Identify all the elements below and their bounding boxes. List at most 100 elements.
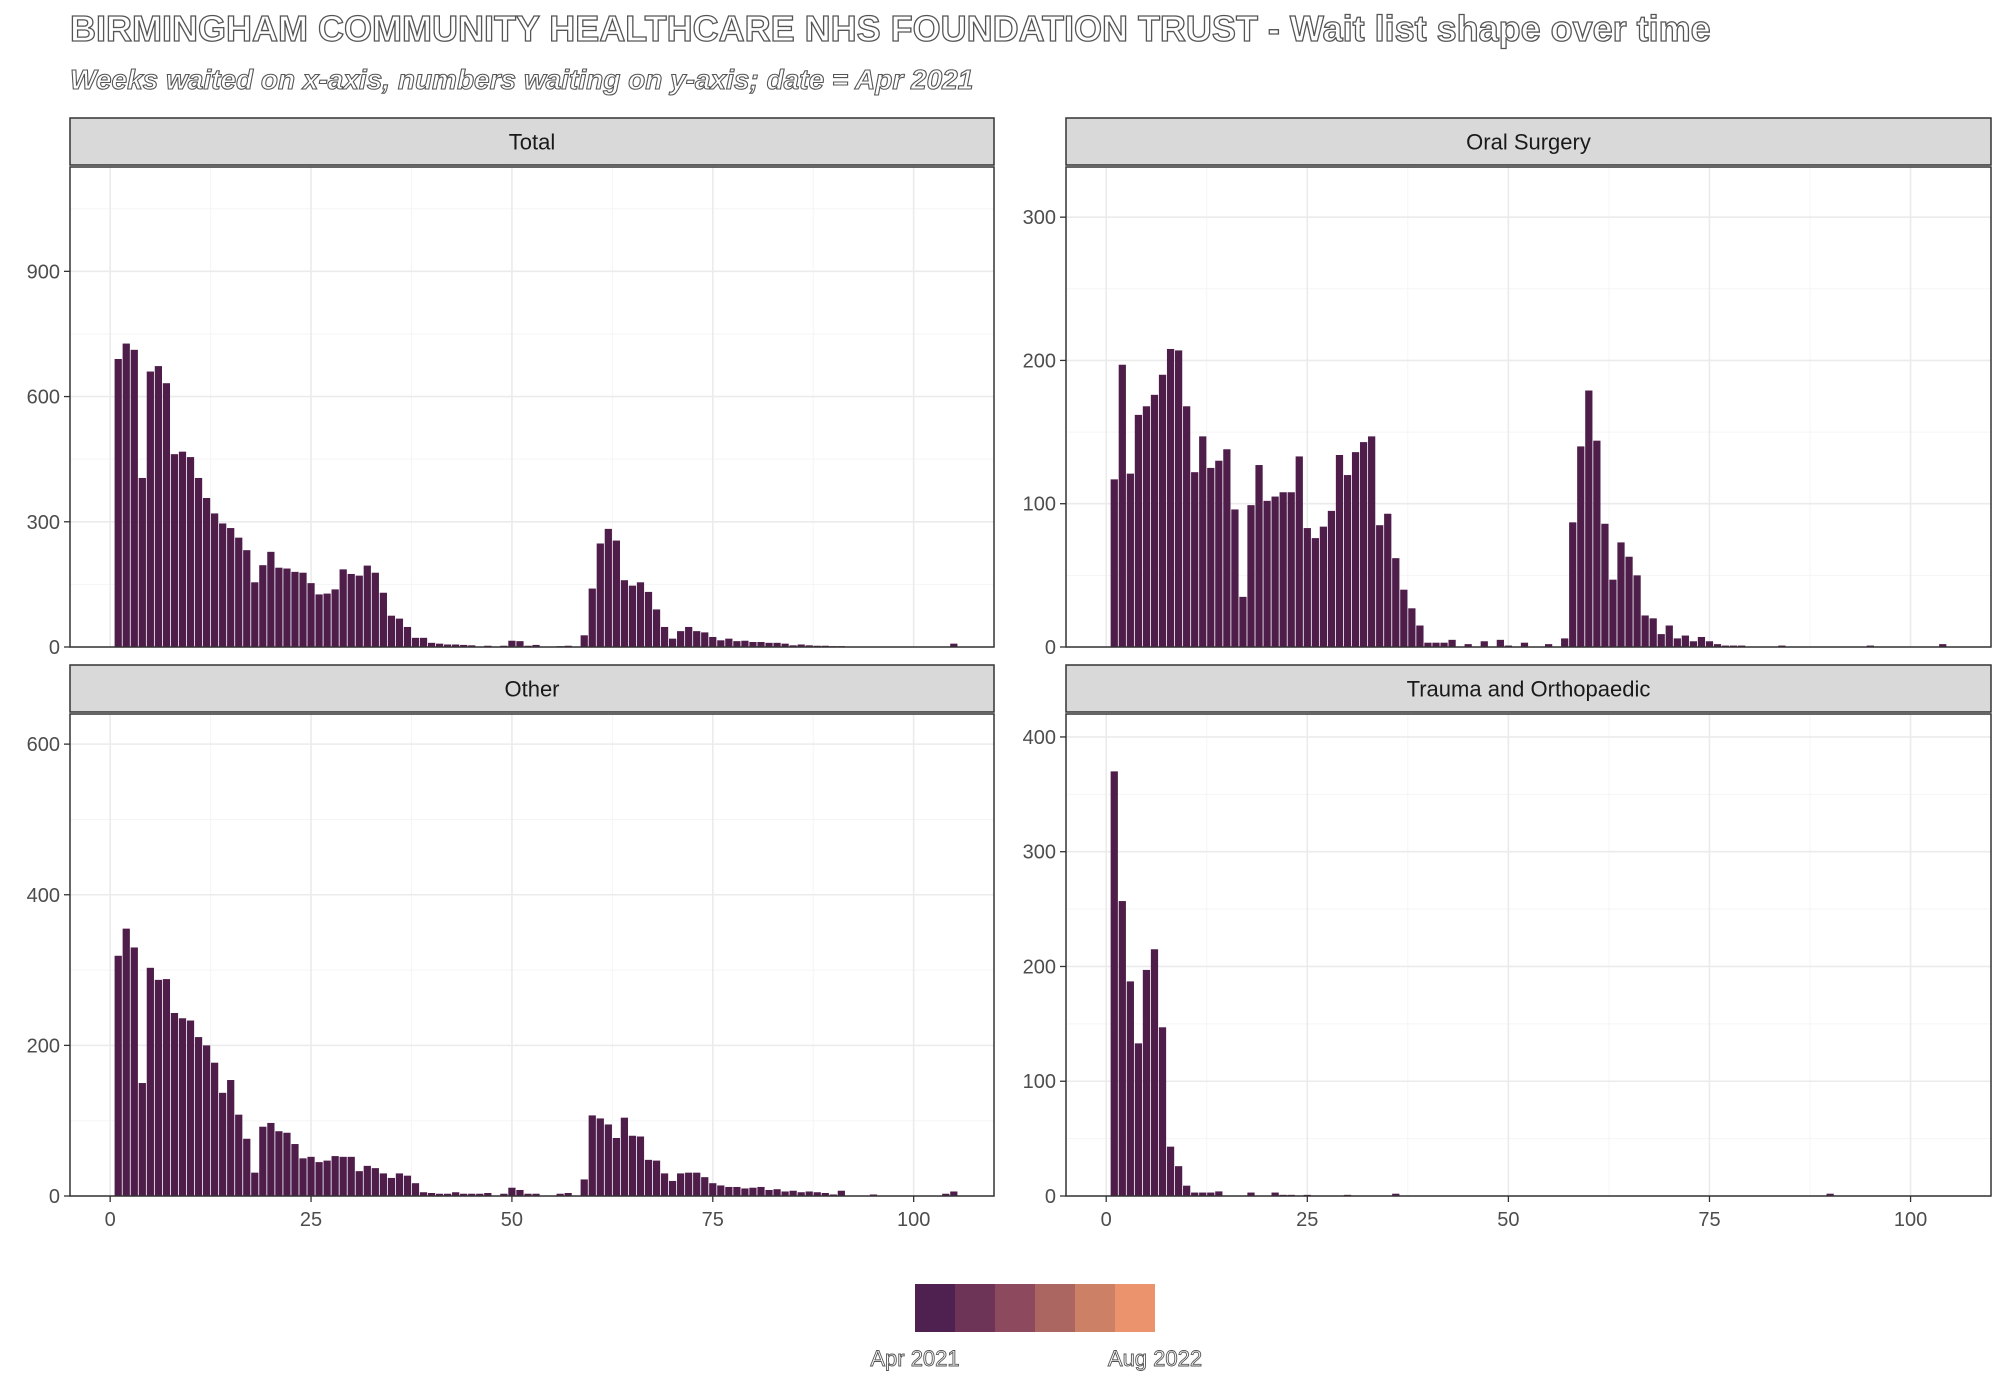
bar — [211, 513, 219, 647]
facet-panel: Oral Surgery 0 100 200 300 — [1023, 117, 1992, 659]
bar — [1520, 642, 1529, 647]
bar — [781, 643, 789, 647]
x-tick-label: 75 — [1698, 1209, 1720, 1231]
bar — [789, 1190, 797, 1196]
bar — [275, 567, 283, 647]
panel-border — [1065, 713, 1992, 1197]
bar — [283, 1132, 291, 1196]
bar — [500, 1193, 508, 1196]
bar — [781, 1191, 789, 1196]
bar — [620, 580, 629, 647]
bar — [1199, 436, 1207, 647]
bar — [452, 1192, 460, 1196]
bar — [476, 1193, 484, 1196]
bar — [291, 1144, 299, 1196]
bar — [355, 1171, 363, 1196]
bar — [379, 1173, 387, 1196]
x-tick-label: 0 — [105, 1209, 116, 1231]
bar — [652, 1160, 661, 1196]
bar — [1255, 465, 1263, 647]
bar — [315, 594, 323, 647]
bar — [1343, 475, 1352, 647]
bar — [773, 1189, 781, 1196]
bar — [1223, 449, 1231, 647]
panel-background — [1066, 714, 1991, 1196]
bar — [1351, 452, 1360, 647]
x-tick-label: 25 — [300, 1209, 322, 1231]
bar — [677, 1173, 685, 1196]
bar — [403, 626, 412, 647]
bar — [307, 1156, 315, 1196]
bar — [387, 615, 396, 647]
bar — [339, 1156, 347, 1196]
bar — [765, 1189, 773, 1196]
bar — [668, 638, 677, 647]
bar — [154, 366, 162, 647]
bar — [1359, 442, 1368, 647]
bar — [114, 359, 122, 647]
bar — [194, 1037, 203, 1196]
bar — [1247, 1192, 1255, 1196]
bar — [532, 644, 540, 647]
bar — [1432, 642, 1440, 647]
bar — [950, 643, 958, 647]
legend-swatch — [995, 1284, 1035, 1332]
x-tick-label: 0 — [1101, 1209, 1112, 1231]
bar — [411, 1183, 420, 1196]
bar — [709, 1183, 717, 1196]
bar — [1215, 460, 1223, 647]
bar — [251, 582, 259, 647]
bar — [186, 1020, 195, 1196]
y-tick-label: 400 — [1023, 727, 1056, 749]
bar — [435, 1193, 444, 1196]
legend-swatch — [915, 1284, 955, 1332]
bar — [460, 1193, 468, 1196]
bar — [1384, 513, 1392, 647]
bar — [170, 1012, 179, 1196]
bar — [1126, 473, 1134, 647]
bar — [628, 585, 637, 647]
facet-strip-label: Oral Surgery — [1466, 130, 1591, 155]
bar — [1585, 390, 1593, 647]
bar — [829, 1194, 837, 1196]
bar — [1303, 528, 1311, 647]
facet-strip — [69, 664, 995, 713]
bar — [644, 591, 653, 647]
bar — [604, 1124, 612, 1196]
x-tick-label: 50 — [1497, 1209, 1519, 1231]
bar — [452, 644, 460, 647]
bar — [371, 1168, 379, 1196]
y-tick-label: 600 — [27, 387, 60, 409]
bar — [1464, 644, 1472, 647]
bar — [588, 588, 596, 647]
bar — [1207, 467, 1215, 647]
bar — [556, 1193, 564, 1196]
bar — [331, 1156, 339, 1196]
facet-panel: Trauma and Orthopaedic 0 100 200 300 400 0 25 50… — [1023, 664, 1992, 1231]
bar — [1271, 1192, 1279, 1196]
bar — [564, 1192, 572, 1196]
bar — [323, 593, 331, 647]
bar — [524, 1193, 532, 1196]
bar — [259, 565, 267, 647]
bar — [1150, 394, 1159, 647]
bar — [1673, 638, 1681, 647]
bar — [1207, 1192, 1215, 1196]
bar — [1134, 414, 1143, 647]
bar — [1440, 642, 1448, 647]
bar — [1183, 1185, 1191, 1196]
bar — [1641, 615, 1649, 647]
x-tick-label: 50 — [501, 1209, 523, 1231]
bar — [1271, 496, 1279, 647]
bar — [1311, 538, 1319, 647]
bar — [741, 640, 749, 647]
bar — [709, 636, 717, 647]
bar — [580, 1179, 588, 1196]
bar — [717, 1185, 725, 1196]
bar — [275, 1131, 283, 1196]
bar — [379, 592, 387, 647]
bar — [789, 645, 797, 647]
bar — [1142, 969, 1151, 1196]
bar — [154, 979, 162, 1196]
bar — [138, 477, 146, 647]
